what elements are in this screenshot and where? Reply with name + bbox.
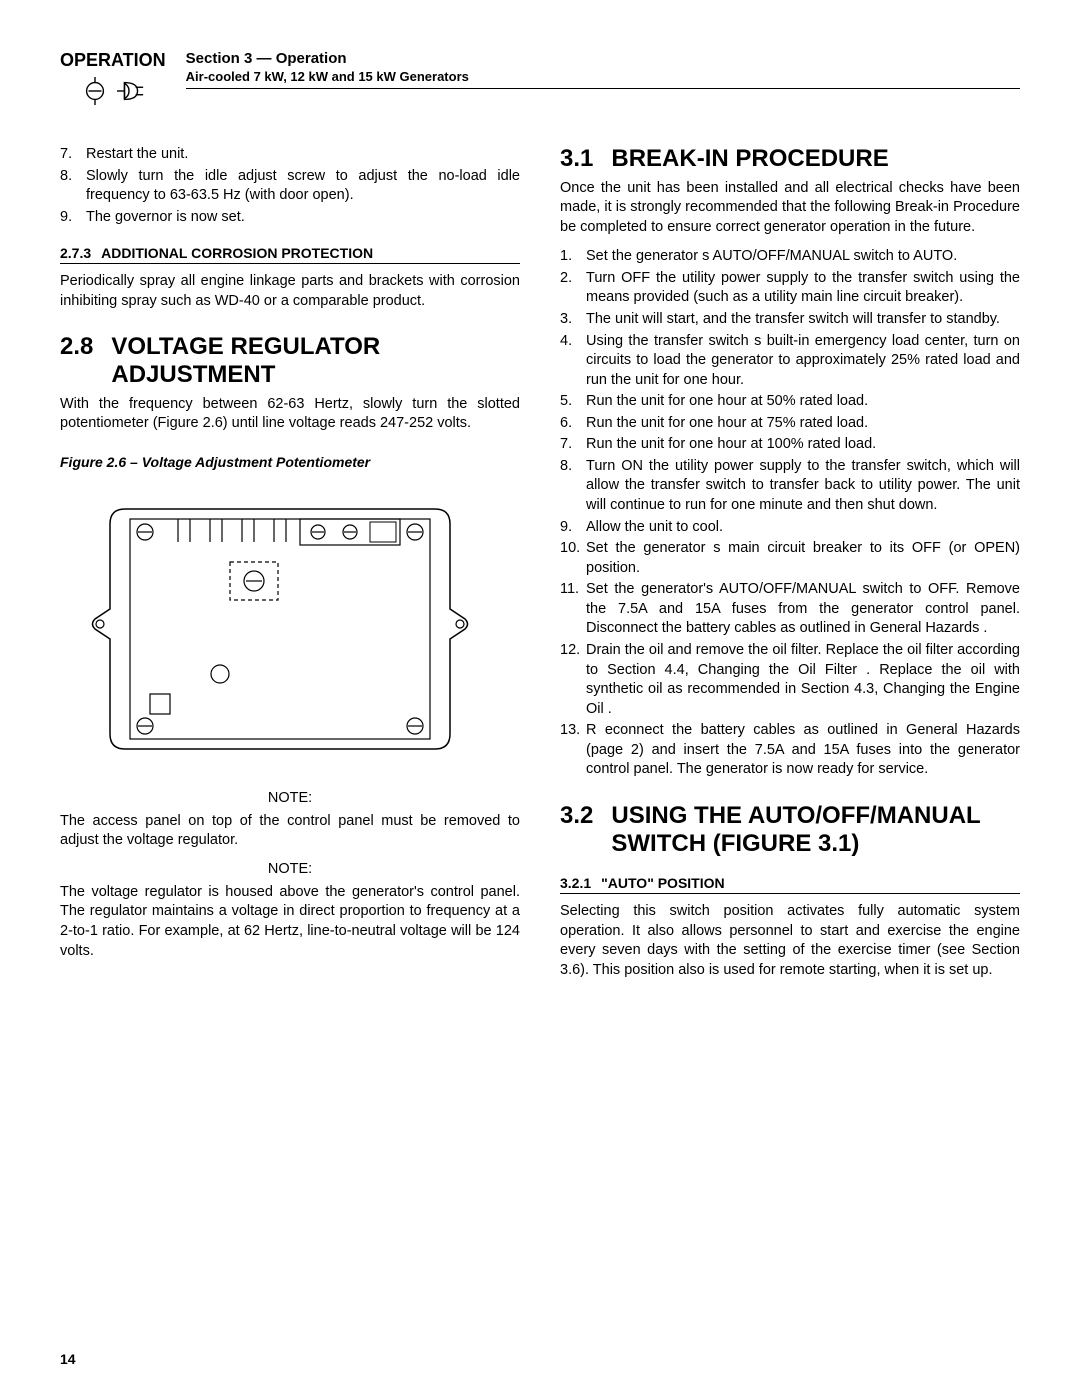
para-2-7-3: Periodically spray all engine linkage pa… bbox=[60, 272, 520, 311]
list-item: 9.Allow the unit to cool. bbox=[560, 518, 1020, 538]
section-subtitle: Air-cooled 7 kW, 12 kW and 15 kW Generat… bbox=[186, 69, 1020, 89]
list-text: Allow the unit to cool. bbox=[586, 518, 1020, 538]
list-item: 7.Run the unit for one hour at 100% rate… bbox=[560, 435, 1020, 455]
para-2-8: With the frequency between 62-63 Hertz, … bbox=[60, 395, 520, 434]
list-text: Restart the unit. bbox=[86, 145, 520, 165]
list-item: 9.The governor is now set. bbox=[60, 208, 520, 228]
heading-num: 3.2 bbox=[560, 802, 593, 857]
list-item: 6.Run the unit for one hour at 75% rated… bbox=[560, 414, 1020, 434]
list-item: 10.Set the generator s main circuit brea… bbox=[560, 539, 1020, 578]
list-num: 5. bbox=[560, 392, 586, 412]
list-item: 11.Set the generator's AUTO/OFF/MANUAL s… bbox=[560, 580, 1020, 639]
continued-list: 7.Restart the unit.8.Slowly turn the idl… bbox=[60, 145, 520, 227]
section-title: Section 3 — Operation bbox=[186, 50, 1020, 67]
list-num: 4. bbox=[560, 332, 586, 391]
content-columns: 7.Restart the unit.8.Slowly turn the idl… bbox=[60, 145, 1020, 990]
list-item: 13.R econnect the battery cables as outl… bbox=[560, 721, 1020, 780]
list-text: Drain the oil and remove the oil filter.… bbox=[586, 641, 1020, 719]
note-label-2: NOTE: bbox=[60, 861, 520, 877]
heading-text: VOLTAGE REGULATOR ADJUSTMENT bbox=[111, 333, 520, 388]
heading-3-1: 3.1 BREAK-IN PROCEDURE bbox=[560, 145, 1020, 173]
heading-text: "AUTO" POSITION bbox=[601, 875, 724, 891]
list-text: Set the generator s AUTO/OFF/MANUAL swit… bbox=[586, 247, 1020, 267]
note-1: The access panel on top of the control p… bbox=[60, 812, 520, 851]
header-right: Section 3 — Operation Air-cooled 7 kW, 1… bbox=[186, 50, 1020, 89]
heading-num: 2.7.3 bbox=[60, 245, 91, 261]
list-num: 12. bbox=[560, 641, 586, 719]
list-text: Run the unit for one hour at 50% rated l… bbox=[586, 392, 1020, 412]
list-item: 7.Restart the unit. bbox=[60, 145, 520, 165]
list-item: 3.The unit will start, and the transfer … bbox=[560, 310, 1020, 330]
procedure-list: 1.Set the generator s AUTO/OFF/MANUAL sw… bbox=[560, 247, 1020, 780]
list-text: The unit will start, and the transfer sw… bbox=[586, 310, 1020, 330]
heading-num: 3.2.1 bbox=[560, 875, 591, 891]
list-text: Turn ON the utility power supply to the … bbox=[586, 457, 1020, 516]
list-text: R econnect the battery cables as outline… bbox=[586, 721, 1020, 780]
para-3-2-1: Selecting this switch position activates… bbox=[560, 902, 1020, 980]
heading-2-7-3: 2.7.3 ADDITIONAL CORROSION PROTECTION bbox=[60, 245, 520, 264]
para-3-1: Once the unit has been installed and all… bbox=[560, 179, 1020, 238]
heading-2-8: 2.8 VOLTAGE REGULATOR ADJUSTMENT bbox=[60, 333, 520, 388]
list-item: 8.Slowly turn the idle adjust screw to a… bbox=[60, 167, 520, 206]
list-text: Set the generator's AUTO/OFF/MANUAL swit… bbox=[586, 580, 1020, 639]
right-column: 3.1 BREAK-IN PROCEDURE Once the unit has… bbox=[560, 145, 1020, 990]
heading-text: USING THE AUTO/OFF/MANUAL SWITCH (FIGURE… bbox=[611, 802, 1020, 857]
note-label-1: NOTE: bbox=[60, 790, 520, 806]
list-num: 7. bbox=[60, 145, 86, 165]
list-num: 2. bbox=[560, 269, 586, 308]
list-item: 4.Using the transfer switch s built-in e… bbox=[560, 332, 1020, 391]
list-item: 5.Run the unit for one hour at 50% rated… bbox=[560, 392, 1020, 412]
potentiometer-diagram-icon bbox=[90, 484, 470, 774]
list-text: Run the unit for one hour at 75% rated l… bbox=[586, 414, 1020, 434]
list-num: 11. bbox=[560, 580, 586, 639]
list-text: Turn OFF the utility power supply to the… bbox=[586, 269, 1020, 308]
list-num: 8. bbox=[60, 167, 86, 206]
list-item: 1.Set the generator s AUTO/OFF/MANUAL sw… bbox=[560, 247, 1020, 267]
list-text: Set the generator s main circuit breaker… bbox=[586, 539, 1020, 578]
operation-label: OPERATION bbox=[60, 50, 166, 71]
heading-3-2-1: 3.2.1 "AUTO" POSITION bbox=[560, 875, 1020, 894]
list-item: 2.Turn OFF the utility power supply to t… bbox=[560, 269, 1020, 308]
header-icons bbox=[81, 77, 145, 105]
heading-num: 2.8 bbox=[60, 333, 93, 388]
list-num: 9. bbox=[560, 518, 586, 538]
list-num: 9. bbox=[60, 208, 86, 228]
list-item: 8.Turn ON the utility power supply to th… bbox=[560, 457, 1020, 516]
list-num: 13. bbox=[560, 721, 586, 780]
list-text: The governor is now set. bbox=[86, 208, 520, 228]
list-num: 1. bbox=[560, 247, 586, 267]
figure-2-6 bbox=[90, 484, 470, 774]
list-num: 8. bbox=[560, 457, 586, 516]
list-text: Slowly turn the idle adjust screw to adj… bbox=[86, 167, 520, 206]
fuse-icon bbox=[81, 77, 109, 105]
page-header: OPERATION Section 3 — Operation Air-cool… bbox=[60, 50, 1020, 105]
list-num: 6. bbox=[560, 414, 586, 434]
note-2: The voltage regulator is housed above th… bbox=[60, 883, 520, 961]
plug-icon bbox=[117, 77, 145, 105]
list-num: 7. bbox=[560, 435, 586, 455]
figure-caption: Figure 2.6 – Voltage Adjustment Potentio… bbox=[60, 454, 520, 470]
list-text: Using the transfer switch s built-in eme… bbox=[586, 332, 1020, 391]
heading-num: 3.1 bbox=[560, 145, 593, 173]
left-column: 7.Restart the unit.8.Slowly turn the idl… bbox=[60, 145, 520, 990]
list-item: 12.Drain the oil and remove the oil filt… bbox=[560, 641, 1020, 719]
list-text: Run the unit for one hour at 100% rated … bbox=[586, 435, 1020, 455]
list-num: 3. bbox=[560, 310, 586, 330]
page-number: 14 bbox=[60, 1351, 76, 1367]
heading-text: ADDITIONAL CORROSION PROTECTION bbox=[101, 245, 373, 261]
header-left: OPERATION bbox=[60, 50, 166, 105]
heading-text: BREAK-IN PROCEDURE bbox=[611, 145, 888, 173]
heading-3-2: 3.2 USING THE AUTO/OFF/MANUAL SWITCH (FI… bbox=[560, 802, 1020, 857]
list-num: 10. bbox=[560, 539, 586, 578]
